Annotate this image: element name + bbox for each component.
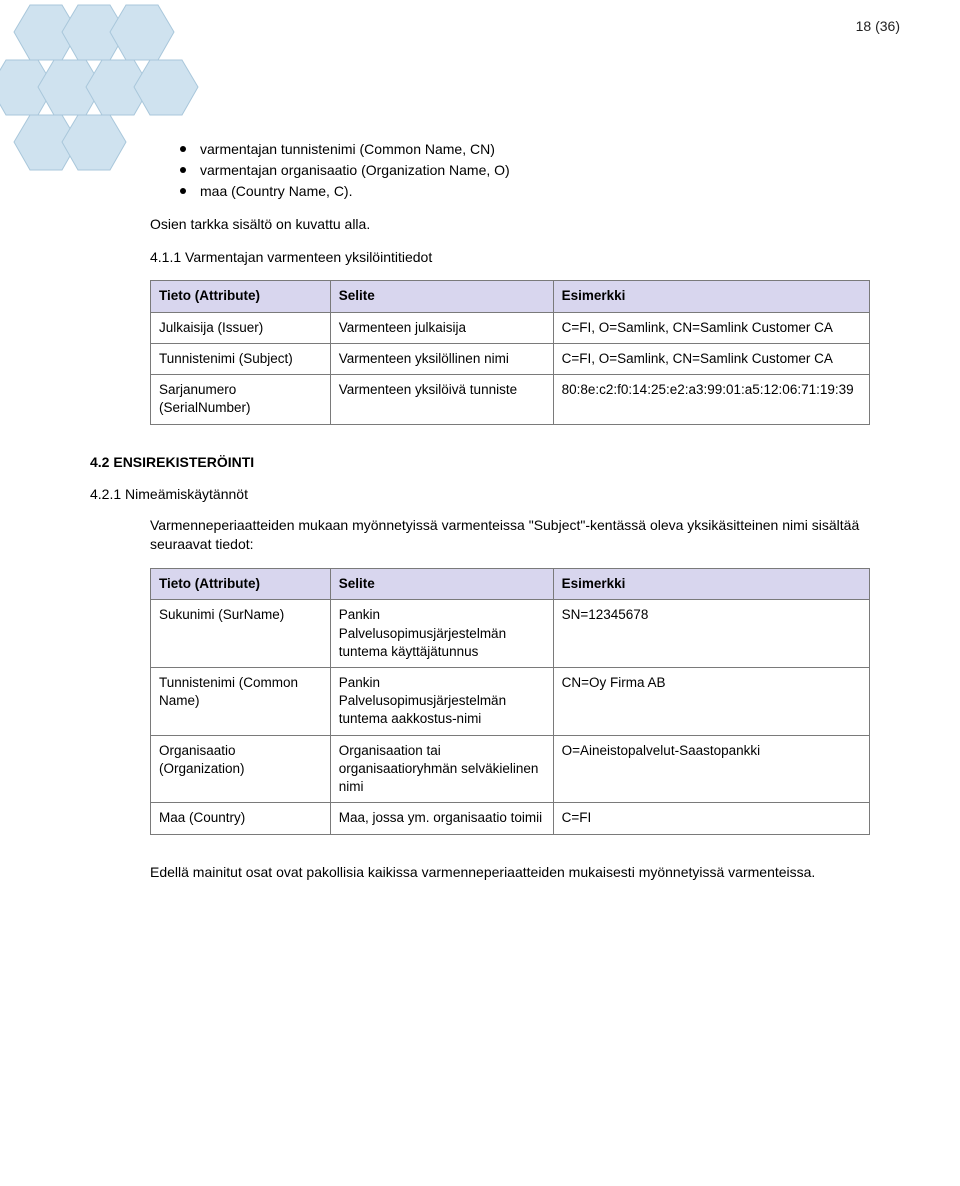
table-cell: Organisaation tai organisaatioryhmän sel… <box>330 735 553 803</box>
section-4-2-heading: 4.2 ENSIREKISTERÖINTI <box>90 453 870 472</box>
table-cell: Sarjanumero (SerialNumber) <box>151 375 331 424</box>
table-cell: Julkaisija (Issuer) <box>151 312 331 343</box>
table-cell: Sukunimi (SurName) <box>151 600 331 668</box>
table-cell: Tunnistenimi (Common Name) <box>151 667 331 735</box>
table-header: Tieto (Attribute) <box>151 569 331 600</box>
intro-paragraph: Osien tarkka sisältö on kuvattu alla. <box>150 215 870 234</box>
table-header-row: Tieto (Attribute) Selite Esimerkki <box>151 281 870 312</box>
table-row: Sukunimi (SurName) Pankin Palvelusopimus… <box>151 600 870 668</box>
table-header: Esimerkki <box>553 281 869 312</box>
table-header: Selite <box>330 281 553 312</box>
table-row: Tunnistenimi (Subject) Varmenteen yksilö… <box>151 343 870 374</box>
table-cell: Varmenteen yksilöllinen nimi <box>330 343 553 374</box>
table-cell: C=FI <box>553 803 869 834</box>
table-row: Organisaatio (Organization) Organisaatio… <box>151 735 870 803</box>
table-cell: Varmenteen julkaisija <box>330 312 553 343</box>
page-content: varmentajan tunnistenimi (Common Name, C… <box>0 0 960 955</box>
table-row: Julkaisija (Issuer) Varmenteen julkaisij… <box>151 312 870 343</box>
table-cell: Maa (Country) <box>151 803 331 834</box>
bullet-list: varmentajan tunnistenimi (Common Name, C… <box>180 140 870 201</box>
list-item-text: varmentajan organisaatio (Organization N… <box>200 161 510 180</box>
issuer-attributes-table: Tieto (Attribute) Selite Esimerkki Julka… <box>150 280 870 424</box>
table-header: Selite <box>330 569 553 600</box>
section-4-2-1-heading: 4.2.1 Nimeämiskäytännöt <box>90 485 870 504</box>
list-item: varmentajan tunnistenimi (Common Name, C… <box>180 140 870 159</box>
table-row: Maa (Country) Maa, jossa ym. organisaati… <box>151 803 870 834</box>
table-cell: Pankin Palvelusopimusjärjestelmän tuntem… <box>330 600 553 668</box>
list-item-text: maa (Country Name, C). <box>200 182 352 201</box>
table-cell: Tunnistenimi (Subject) <box>151 343 331 374</box>
table-header: Esimerkki <box>553 569 869 600</box>
table-cell: SN=12345678 <box>553 600 869 668</box>
subject-attributes-table: Tieto (Attribute) Selite Esimerkki Sukun… <box>150 568 870 834</box>
table-cell: O=Aineistopalvelut-Saastopankki <box>553 735 869 803</box>
table-cell: Organisaatio (Organization) <box>151 735 331 803</box>
closing-paragraph: Edellä mainitut osat ovat pakollisia kai… <box>150 863 870 882</box>
table-cell: Maa, jossa ym. organisaatio toimii <box>330 803 553 834</box>
table-header: Tieto (Attribute) <box>151 281 331 312</box>
section-4-2-paragraph: Varmenneperiaatteiden mukaan myönnetyiss… <box>150 516 870 554</box>
list-item: maa (Country Name, C). <box>180 182 870 201</box>
table-row: Tunnistenimi (Common Name) Pankin Palvel… <box>151 667 870 735</box>
list-item-text: varmentajan tunnistenimi (Common Name, C… <box>200 140 495 159</box>
section-4-1-1-heading: 4.1.1 Varmentajan varmenteen yksilöintit… <box>150 248 870 267</box>
table-cell: CN=Oy Firma AB <box>553 667 869 735</box>
table-header-row: Tieto (Attribute) Selite Esimerkki <box>151 569 870 600</box>
table-cell: C=FI, O=Samlink, CN=Samlink Customer CA <box>553 312 869 343</box>
list-item: varmentajan organisaatio (Organization N… <box>180 161 870 180</box>
table-cell: Varmenteen yksilöivä tunniste <box>330 375 553 424</box>
table-cell: Pankin Palvelusopimusjärjestelmän tuntem… <box>330 667 553 735</box>
table-row: Sarjanumero (SerialNumber) Varmenteen yk… <box>151 375 870 424</box>
table-cell: 80:8e:c2:f0:14:25:e2:a3:99:01:a5:12:06:7… <box>553 375 869 424</box>
table-cell: C=FI, O=Samlink, CN=Samlink Customer CA <box>553 343 869 374</box>
